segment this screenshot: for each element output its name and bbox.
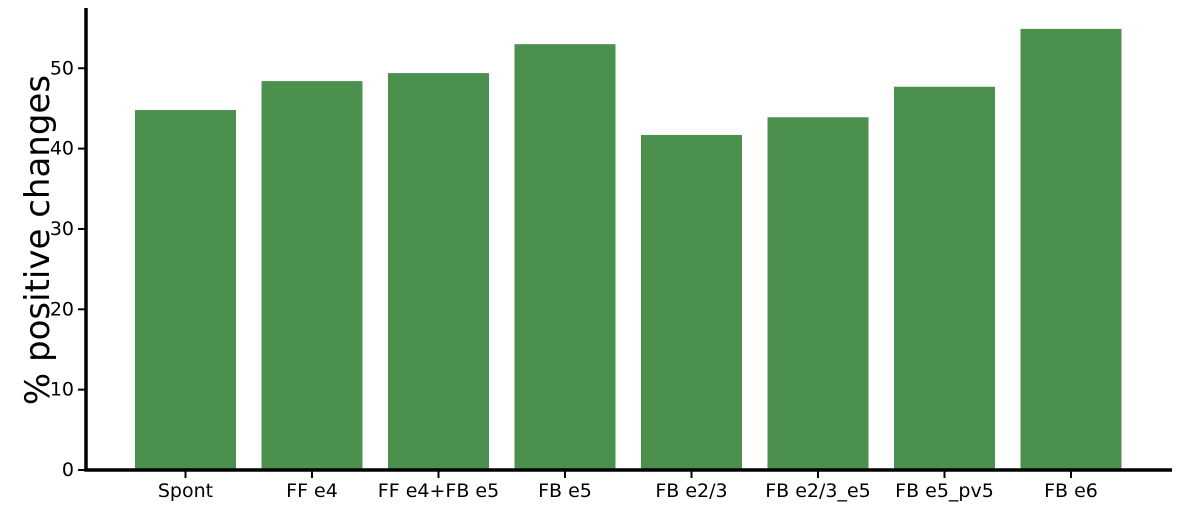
x-tick-label: FB e5_pv5 <box>895 480 994 502</box>
bar-1 <box>135 110 236 470</box>
bar-8 <box>1020 28 1122 470</box>
bar-4 <box>514 44 616 470</box>
y-axis-title: % positive changes <box>18 75 58 405</box>
bar-5 <box>641 134 742 470</box>
x-tick-label: Spont <box>158 480 213 502</box>
bar-3 <box>388 73 489 471</box>
bar-7 <box>894 86 995 470</box>
y-tick-label: 10 <box>50 379 74 401</box>
x-ticks: Spont FF e4 FF e4+FB e5 FB e5 FB e2/3 FB e2/3… <box>158 470 1098 502</box>
bars-layer <box>135 28 1122 471</box>
y-tick-label: 30 <box>50 218 74 240</box>
axes-layer <box>84 8 1172 472</box>
y-ticks: 0 10 20 30 40 50 <box>50 57 86 481</box>
y-tick-label: 0 <box>62 459 74 481</box>
x-tick-label: FF e4+FB e5 <box>378 480 499 502</box>
x-tick-label: FB e2/3 <box>655 480 727 502</box>
y-tick-label: 20 <box>50 298 74 320</box>
x-tick-label: FF e4 <box>286 480 338 502</box>
bar-2 <box>261 81 363 471</box>
x-tick-label: FB e6 <box>1044 480 1098 502</box>
y-tick-label: 50 <box>50 57 74 79</box>
y-tick-label: 40 <box>50 138 74 160</box>
bar-6 <box>767 117 869 470</box>
x-tick-label: FB e5 <box>538 480 592 502</box>
x-tick-label: FB e2/3_e5 <box>765 480 871 502</box>
